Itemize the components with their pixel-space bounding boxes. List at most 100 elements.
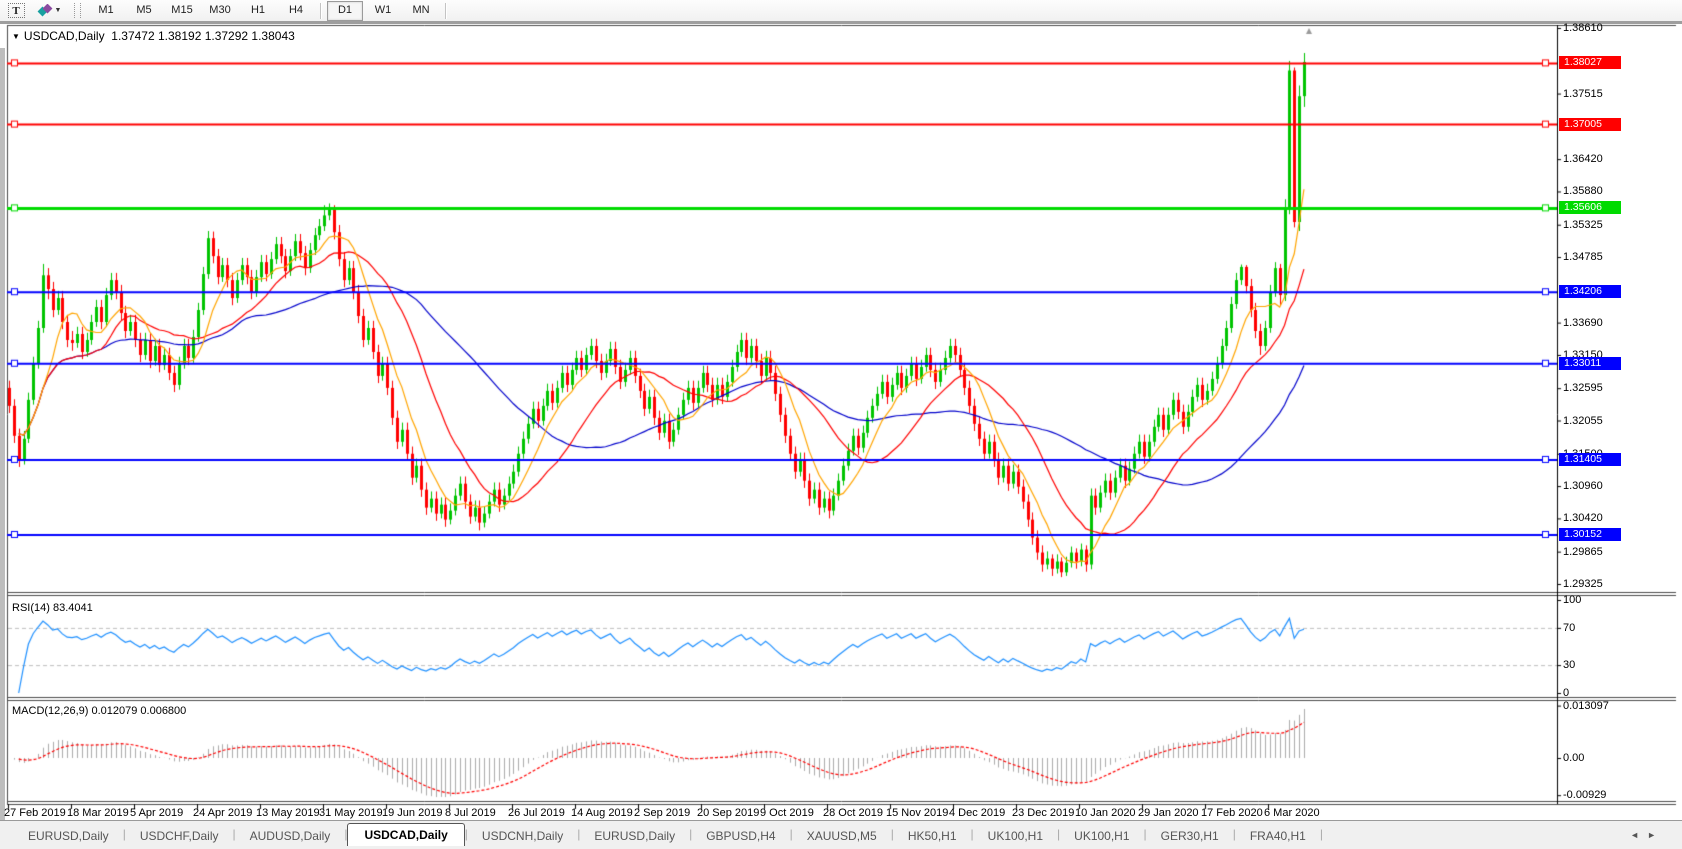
price-axis-tick-label: 1.32055 bbox=[1563, 414, 1603, 427]
rsi-axis-tick-label: 30 bbox=[1563, 659, 1576, 672]
price-axis-tick-label: 1.37515 bbox=[1563, 87, 1603, 100]
timeframe-button-h1[interactable]: H1 bbox=[250, 3, 266, 16]
price-line-label[interactable]: 1.38027 bbox=[1559, 56, 1621, 70]
tab-separator: | bbox=[1057, 826, 1061, 841]
toolbar-shadow bbox=[0, 21, 1682, 24]
rsi-indicator-label: RSI(14) 83.4041 bbox=[12, 602, 93, 614]
date-axis-label: 17 Feb 2020 bbox=[1201, 807, 1263, 819]
price-axis-tick-label: 1.32595 bbox=[1563, 382, 1603, 395]
chart-tab-usdcad-daily[interactable]: USDCAD,Daily bbox=[347, 823, 465, 847]
toolbar: T ▼ M1 M5 M15 M30 H1 H4 D1 W1 MN bbox=[0, 0, 1682, 21]
date-axis-label: 14 Aug 2019 bbox=[571, 807, 633, 819]
objects-tool-icon bbox=[37, 3, 52, 16]
toolbar-grip[interactable] bbox=[74, 3, 81, 18]
tab-scroll-right-icon: ► bbox=[1647, 830, 1664, 840]
tab-separator: | bbox=[232, 826, 236, 841]
chart-tab-usdchf-daily[interactable]: USDCHF,Daily bbox=[139, 829, 219, 843]
price-line-label[interactable]: 1.33011 bbox=[1559, 356, 1621, 370]
date-axis-label: 15 Nov 2019 bbox=[886, 807, 949, 819]
price-axis-tick-label: 1.29865 bbox=[1563, 545, 1603, 558]
price-axis-tick-label: 1.34785 bbox=[1563, 251, 1603, 264]
price-axis-tick-label: 1.38610 bbox=[1563, 22, 1603, 34]
date-axis-label: 24 Apr 2019 bbox=[193, 807, 253, 819]
candlestick-chart-canvas[interactable] bbox=[0, 24, 1682, 820]
timeframe-button-h4[interactable]: H4 bbox=[288, 3, 304, 16]
macd-axis-tick-label: 0.013097 bbox=[1563, 699, 1609, 712]
timeframe-button-m5[interactable]: M5 bbox=[136, 3, 152, 16]
timeframe-button-d1[interactable]: D1 bbox=[327, 0, 363, 21]
price-line-label[interactable]: 1.30152 bbox=[1559, 527, 1621, 541]
rsi-axis-tick-label: 70 bbox=[1563, 621, 1576, 634]
price-axis-tick-label: 1.36420 bbox=[1563, 153, 1603, 166]
tab-separator: | bbox=[122, 826, 126, 841]
price-line-label[interactable]: 1.37005 bbox=[1559, 117, 1621, 131]
symbol-dropdown-icon: ▼ bbox=[12, 32, 20, 41]
price-line-label[interactable]: 1.34206 bbox=[1559, 285, 1621, 299]
date-axis-label: 8 Jul 2019 bbox=[445, 807, 496, 819]
macd-axis-tick-label: 0.00 bbox=[1563, 752, 1585, 764]
price-axis-tick-label: 1.35880 bbox=[1563, 185, 1603, 198]
objects-tool-button[interactable]: ▼ bbox=[32, 2, 66, 19]
tab-separator: | bbox=[1143, 826, 1147, 841]
price-axis-tick-label: 1.33690 bbox=[1563, 316, 1603, 329]
date-axis-label: 10 Jan 2020 bbox=[1075, 807, 1136, 819]
date-axis-label: 19 Jun 2019 bbox=[382, 807, 443, 819]
price-axis-tick-label: 1.35325 bbox=[1563, 218, 1603, 231]
date-axis-label: 26 Jul 2019 bbox=[508, 807, 565, 819]
tab-separator: | bbox=[464, 826, 468, 841]
window-left-edge bbox=[0, 48, 5, 844]
text-tool-icon: T bbox=[7, 3, 25, 18]
date-axis-label: 20 Sep 2019 bbox=[697, 807, 760, 819]
date-axis-label: 5 Apr 2019 bbox=[130, 807, 184, 819]
chart-tab-hk50-h1[interactable]: HK50,H1 bbox=[907, 829, 957, 843]
timeframe-button-w1[interactable]: W1 bbox=[374, 3, 392, 16]
timeframe-button-mn[interactable]: MN bbox=[412, 3, 430, 16]
chart-title: ▼ USDCAD,Daily 1.37472 1.38192 1.37292 1.… bbox=[12, 29, 295, 43]
chart-tab-fra40-h1[interactable]: FRA40,H1 bbox=[1249, 829, 1306, 843]
chart-tab-audusd-daily[interactable]: AUDUSD,Daily bbox=[249, 829, 331, 843]
date-axis-label: 9 Oct 2019 bbox=[760, 807, 814, 819]
chart-tab-eurusd-daily[interactable]: EURUSD,Daily bbox=[28, 829, 109, 843]
date-axis-label: 6 Mar 2020 bbox=[1264, 807, 1320, 819]
price-axis-tick-label: 1.29325 bbox=[1563, 577, 1603, 590]
chart-symbol: USDCAD,Daily bbox=[23, 29, 105, 43]
tab-scroll-left-icon: ◄ bbox=[1630, 830, 1648, 840]
timeframe-button-m1[interactable]: M1 bbox=[98, 3, 114, 16]
tab-separator: | bbox=[577, 826, 581, 841]
tab-scroll-arrows[interactable]: ◄► bbox=[1630, 830, 1664, 840]
rsi-axis-tick-label: 0 bbox=[1563, 687, 1570, 699]
chart-tab-gbpusd-h4[interactable]: GBPUSD,H4 bbox=[706, 829, 776, 843]
chart-tab-eurusd-daily[interactable]: EURUSD,Daily bbox=[594, 829, 676, 843]
chart-tabs: EURUSD,Daily | USDCHF,Daily | AUDUSD,Daily | U… bbox=[14, 822, 1323, 847]
price-axis-tick-label: 1.30420 bbox=[1563, 512, 1603, 525]
price-line-label[interactable]: 1.35606 bbox=[1559, 201, 1621, 215]
timeframe-toolbar: M1 M5 M15 M30 H1 H4 D1 W1 MN bbox=[87, 0, 451, 21]
timeframe-button-m30[interactable]: M30 bbox=[209, 3, 231, 16]
chart-ohlc-values: 1.37472 1.38192 1.37292 1.38043 bbox=[111, 29, 295, 43]
timeframe-button-m15[interactable]: M15 bbox=[171, 3, 193, 16]
tab-separator: | bbox=[689, 826, 693, 841]
text-tool-button[interactable]: T bbox=[5, 2, 27, 19]
chart-tab-xauusd-m5[interactable]: XAUUSD,M5 bbox=[806, 829, 877, 843]
price-axis-tick-label: 1.30960 bbox=[1563, 480, 1603, 493]
chart-area[interactable]: ▼ USDCAD,Daily 1.37472 1.38192 1.37292 1.… bbox=[0, 22, 1682, 844]
chart-tab-usdcnh-daily[interactable]: USDCNH,Daily bbox=[481, 829, 564, 843]
tab-separator: | bbox=[890, 826, 894, 841]
chart-tabs-bar: EURUSD,Daily | USDCHF,Daily | AUDUSD,Daily | U… bbox=[0, 820, 1682, 847]
chart-tab-ger30-h1[interactable]: GER30,H1 bbox=[1160, 829, 1219, 843]
chart-tab-uk100-h1[interactable]: UK100,H1 bbox=[1074, 829, 1130, 843]
macd-indicator-label: MACD(12,26,9) 0.012079 0.006800 bbox=[12, 705, 187, 717]
date-axis-label: 31 May 2019 bbox=[319, 807, 383, 819]
tab-separator: | bbox=[789, 826, 793, 841]
price-line-label[interactable]: 1.31405 bbox=[1559, 452, 1621, 466]
date-axis-label: 2 Sep 2019 bbox=[634, 807, 691, 819]
tab-separator: | bbox=[1232, 826, 1236, 841]
date-axis-label: 18 Mar 2019 bbox=[67, 807, 129, 819]
chart-tab-uk100-h1[interactable]: UK100,H1 bbox=[987, 829, 1044, 843]
tab-separator: | bbox=[344, 826, 348, 841]
date-axis-label: 13 May 2019 bbox=[256, 807, 320, 819]
date-axis-label: 27 Feb 2019 bbox=[4, 807, 66, 819]
tab-separator: | bbox=[1319, 826, 1323, 841]
chevron-down-icon: ▼ bbox=[54, 7, 62, 14]
